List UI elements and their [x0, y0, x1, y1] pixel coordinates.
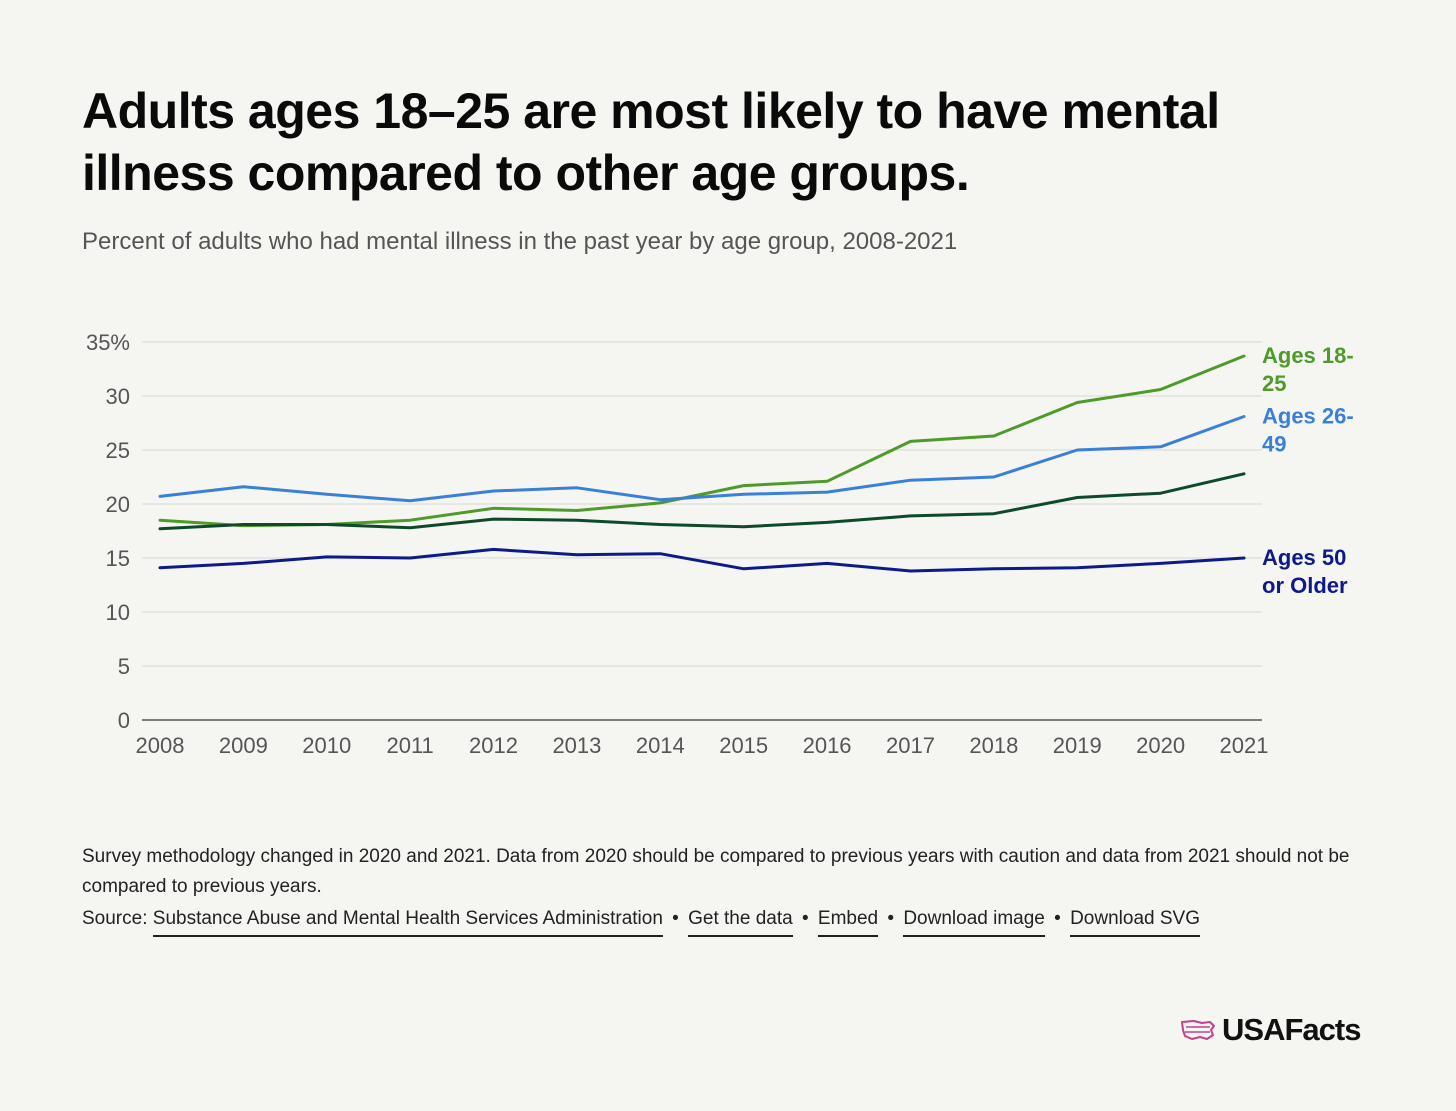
x-tick-label: 2012 [469, 733, 518, 758]
x-tick-label: 2018 [969, 733, 1018, 758]
x-tick-label: 2013 [552, 733, 601, 758]
chart-subtitle: Percent of adults who had mental illness… [82, 228, 958, 255]
chart-title: Adults ages 18–25 are most likely to hav… [82, 83, 1220, 201]
series-label: 49 [1262, 432, 1286, 457]
series-lines [158, 354, 1246, 573]
usafacts-logo[interactable]: USAFacts [1180, 1012, 1361, 1048]
x-tick-label: 2015 [719, 733, 768, 758]
get-data-link[interactable]: Get the data [688, 908, 793, 937]
x-tick-label: 2011 [386, 733, 433, 758]
logo-text: USAFacts [1222, 1012, 1361, 1047]
series-line [158, 472, 1246, 531]
source-label: Source: [82, 908, 148, 929]
x-tick-label: 2009 [219, 733, 268, 758]
separator: • [672, 908, 679, 929]
x-axis-ticks: 2008 2009 2010 2011 2012 2013 2014 2015 2016 2017… [136, 733, 1269, 758]
separator: • [887, 908, 895, 929]
y-tick-label: 0 [118, 708, 130, 733]
series-line [158, 415, 1246, 503]
x-tick-label: 2014 [636, 733, 685, 758]
source-link-samhsa[interactable]: Substance Abuse and Mental Health Servic… [152, 908, 663, 937]
x-tick-label: 2019 [1053, 733, 1102, 758]
y-tick-label: 15 [106, 546, 130, 571]
series-line [158, 354, 1246, 528]
separator: • [801, 908, 809, 929]
series-labels: Ages 18- 25 Ages 26- 49 Ages 50 or Older [1262, 343, 1354, 598]
y-tick-label: 35% [86, 330, 130, 355]
series-label: Ages 18- [1262, 343, 1354, 368]
y-tick-label: 25 [106, 438, 130, 463]
series-label: or Older [1262, 573, 1348, 598]
y-tick-label: 5 [118, 654, 130, 679]
x-tick-label: 2021 [1220, 733, 1269, 758]
x-tick-label: 2010 [302, 733, 351, 758]
x-tick-label: 2020 [1136, 733, 1185, 758]
download-svg-link[interactable]: Download SVG [1070, 908, 1200, 937]
separator: • [1054, 908, 1061, 929]
footnote: Survey methodology changed in 2020 and 2… [82, 846, 1350, 897]
y-axis-ticks: 0 5 10 15 20 25 30 35% [86, 330, 130, 733]
download-image-link[interactable]: Download image [903, 908, 1045, 937]
x-tick-label: 2017 [886, 733, 935, 758]
series-line [158, 547, 1246, 573]
y-tick-label: 20 [106, 492, 130, 517]
y-tick-label: 30 [106, 384, 130, 409]
us-map-icon [1181, 1020, 1215, 1040]
y-tick-label: 10 [106, 600, 130, 625]
series-label: Ages 26- [1262, 404, 1354, 429]
embed-link[interactable]: Embed [817, 908, 879, 937]
series-label: 25 [1262, 371, 1286, 396]
line-chart: 0 5 10 15 20 25 30 35% 2008 2009 2010 2011 2012 2013… [86, 330, 1354, 758]
x-tick-label: 2016 [803, 733, 852, 758]
series-label: Ages 50 [1262, 545, 1346, 570]
x-tick-label: 2008 [136, 733, 185, 758]
source-line: Source: Substance Abuse and Mental Healt… [82, 904, 1200, 937]
